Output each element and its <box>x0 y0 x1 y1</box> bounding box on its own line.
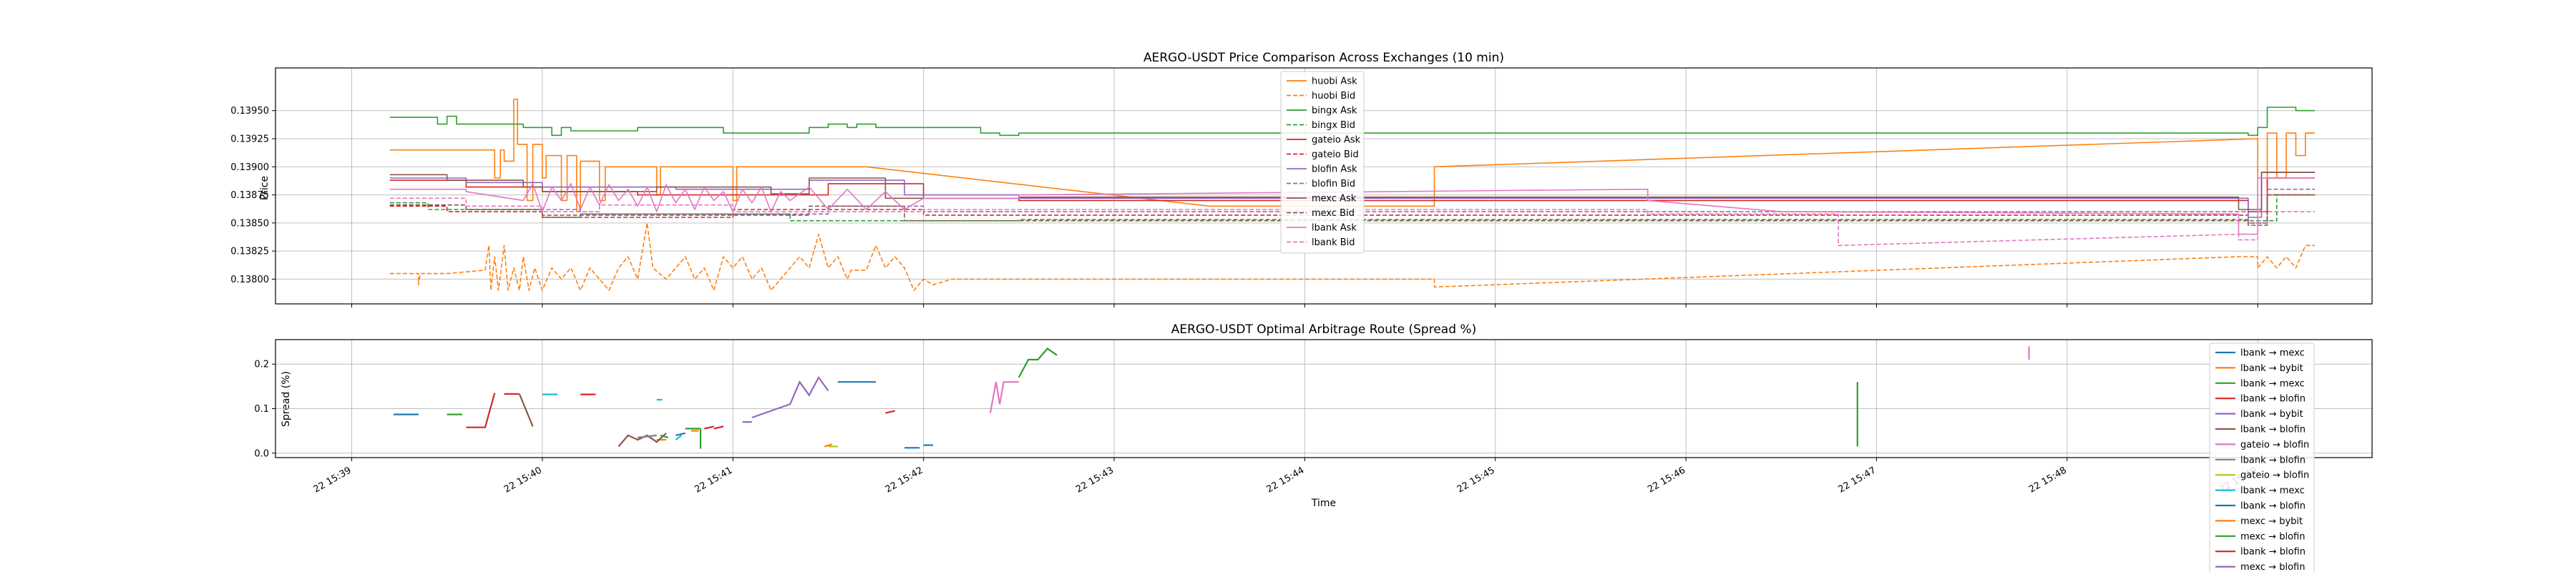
route-line-mexc-blofin <box>751 375 829 419</box>
spread-chart-title: AERGO-USDT Optimal Arbitrage Route (Spre… <box>1171 322 1476 337</box>
legend-label-lbank-bybit: lbank → bybit <box>2240 409 2303 420</box>
legend-label-lbank-mexc: lbank → mexc <box>2240 348 2305 359</box>
series-line-huobi-ask <box>389 99 2316 212</box>
spread-chart-frame <box>275 339 2373 458</box>
legend-label-bingx-bid: bingx Bid <box>1312 120 1355 131</box>
route-line-lbank-blofin <box>637 434 657 439</box>
legend-label-mexc-blofin: mexc → blofin <box>2240 562 2305 572</box>
legend-label-lbank-ask: lbank Ask <box>1312 223 1357 234</box>
legend-label-lbank-blofin: lbank → blofin <box>2240 547 2306 558</box>
route-line-lbank-mexc <box>675 435 683 440</box>
price-chart-series <box>389 99 2316 291</box>
spread-chart-yticks: 0.0 0.1 0.2 <box>254 360 275 459</box>
legend-label-mexc-bid: mexc Bid <box>1312 208 1355 219</box>
price-chart-yticks: 0.13800 0.13825 0.13850 0.13875 0.13900 0.139… <box>230 106 275 285</box>
series-line-mexc-bid <box>389 194 2316 226</box>
route-line-gateio-blofin <box>989 381 1019 413</box>
price-chart-ytick-label: 0.13825 <box>230 247 269 257</box>
price-chart-ytick-label: 0.13950 <box>230 106 269 117</box>
legend-label-bingx-ask: bingx Ask <box>1312 106 1357 117</box>
legend-label-gateio-bid: gateio Bid <box>1312 149 1359 160</box>
price-chart-legend: huobi Ask huobi Bid bingx Ask bingx Bid gate… <box>1280 71 1365 254</box>
legend-label-blofin-ask: blofin Ask <box>1312 164 1357 175</box>
spread-chart-series <box>394 346 2259 449</box>
route-line-lbank-blofin <box>466 393 496 428</box>
price-chart-xticks <box>351 304 2258 307</box>
price-chart-ylabel: Price <box>259 176 270 200</box>
price-chart-ytick-label: 0.13850 <box>230 218 269 229</box>
route-line-lbank-mexc <box>1018 347 1058 378</box>
legend-label-lbank-blofin: lbank → blofin <box>2240 425 2306 435</box>
legend-label-lbank-bybit: lbank → bybit <box>2240 363 2303 374</box>
legend-label-lbank-mexc: lbank → mexc <box>2240 485 2305 496</box>
price-chart-ytick-label: 0.13800 <box>230 275 269 285</box>
price-chart: AERGO-USDT Price Comparison Across Excha… <box>230 51 2373 307</box>
route-line-lbank-blofin <box>713 425 724 430</box>
route-line-lbank-blofin <box>885 410 895 414</box>
legend-label-gateio-blofin: gateio → blofin <box>2240 470 2309 481</box>
series-line-blofin-ask <box>389 172 2316 218</box>
series-line-mexc-ask <box>389 172 2316 210</box>
legend-label-lbank-mexc: lbank → mexc <box>2240 378 2305 389</box>
spread-chart-ytick-label: 0.0 <box>254 448 269 459</box>
legend-label-lbank-blofin: lbank → blofin <box>2240 501 2306 512</box>
legend-label-lbank-bid: lbank Bid <box>1312 237 1355 248</box>
route-line-lbank-bybit <box>824 443 833 448</box>
series-line-bingx-bid <box>389 194 2316 222</box>
spread-chart-xlabel: Time <box>1311 498 1336 509</box>
legend-label-mexc-ask: mexc Ask <box>1312 194 1357 204</box>
spread-chart-ylabel: Spread (%) <box>280 371 292 427</box>
spread-chart-legend: lbank → mexc lbank → bybit lbank → mexc lba… <box>2209 342 2315 572</box>
legend-label-blofin-bid: blofin Bid <box>1312 179 1355 189</box>
spread-chart-ytick-label: 0.1 <box>254 404 269 415</box>
legend-label-gateio-ask: gateio Ask <box>1312 135 1361 146</box>
price-chart-title: AERGO-USDT Price Comparison Across Excha… <box>1143 51 1504 65</box>
route-line-lbank-blofin <box>675 432 686 436</box>
legend-label-mexc-bybit: mexc → bybit <box>2240 516 2303 527</box>
legend-label-lbank-blofin: lbank → blofin <box>2240 394 2306 405</box>
price-chart-frame <box>275 67 2373 305</box>
route-line-lbank-blofin <box>704 425 714 430</box>
spread-chart-grid <box>275 340 2372 458</box>
price-legend-box <box>1280 71 1365 254</box>
series-line-lbank-ask <box>389 177 2316 235</box>
route-line-lbank-blofin <box>518 393 534 427</box>
route-line-mexc-blofin <box>660 434 669 439</box>
legend-label-mexc-blofin: mexc → blofin <box>2240 531 2305 542</box>
price-chart-ytick-label: 0.13875 <box>230 190 269 201</box>
legend-label-lbank-blofin: lbank → blofin <box>2240 455 2306 465</box>
series-line-lbank-bid <box>389 197 2316 247</box>
legend-label-gateio-blofin: gateio → blofin <box>2240 440 2309 450</box>
legend-label-huobi-bid: huobi Bid <box>1312 91 1355 102</box>
spread-chart-ytick-label: 0.2 <box>254 360 269 370</box>
legend-label-huobi-ask: huobi Ask <box>1312 77 1357 87</box>
price-chart-ytick-label: 0.13900 <box>230 162 269 173</box>
price-chart-ytick-label: 0.13925 <box>230 134 269 145</box>
series-line-bingx-ask <box>389 107 2316 137</box>
spread-legend-box <box>2209 342 2315 572</box>
